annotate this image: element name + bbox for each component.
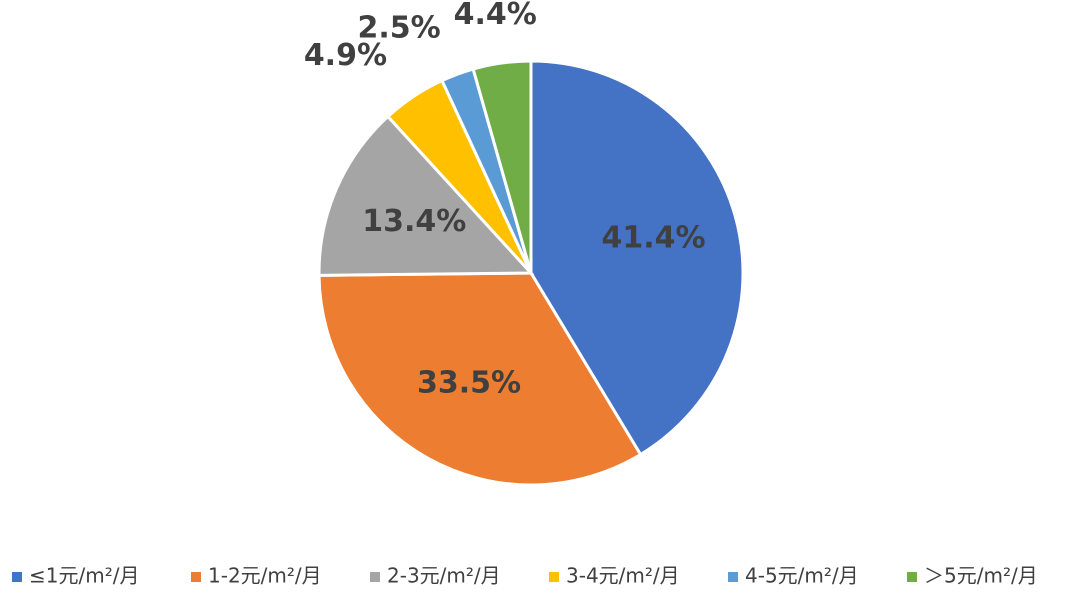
legend-label: 4-5元/m²/月 bbox=[745, 564, 859, 588]
value-label: 33.5% bbox=[417, 366, 521, 401]
pie-slice bbox=[471, 59, 533, 274]
pie-slice bbox=[317, 271, 643, 487]
legend-swatch bbox=[728, 572, 738, 582]
legend-swatch bbox=[12, 572, 22, 582]
legend-swatch bbox=[191, 572, 201, 582]
legend-label: ＞5元/m²/月 bbox=[924, 564, 1038, 588]
legend-swatch bbox=[370, 572, 380, 582]
value-label: 13.4% bbox=[362, 204, 466, 239]
legend-label: 1-2元/m²/月 bbox=[208, 564, 322, 588]
value-label: 41.4% bbox=[602, 220, 706, 255]
value-label: 4.9% bbox=[304, 38, 387, 73]
legend-label: 3-4元/m²/月 bbox=[566, 564, 680, 588]
legend-label: ≤1元/m²/月 bbox=[29, 564, 139, 588]
pie-slice bbox=[529, 59, 745, 457]
pie-slice bbox=[317, 114, 535, 277]
value-label: 2.5% bbox=[358, 11, 441, 46]
value-label: 4.4% bbox=[454, 0, 537, 32]
legend-swatch bbox=[907, 572, 917, 582]
legend-swatch bbox=[549, 572, 559, 582]
legend-label: 2-3元/m²/月 bbox=[387, 564, 501, 588]
